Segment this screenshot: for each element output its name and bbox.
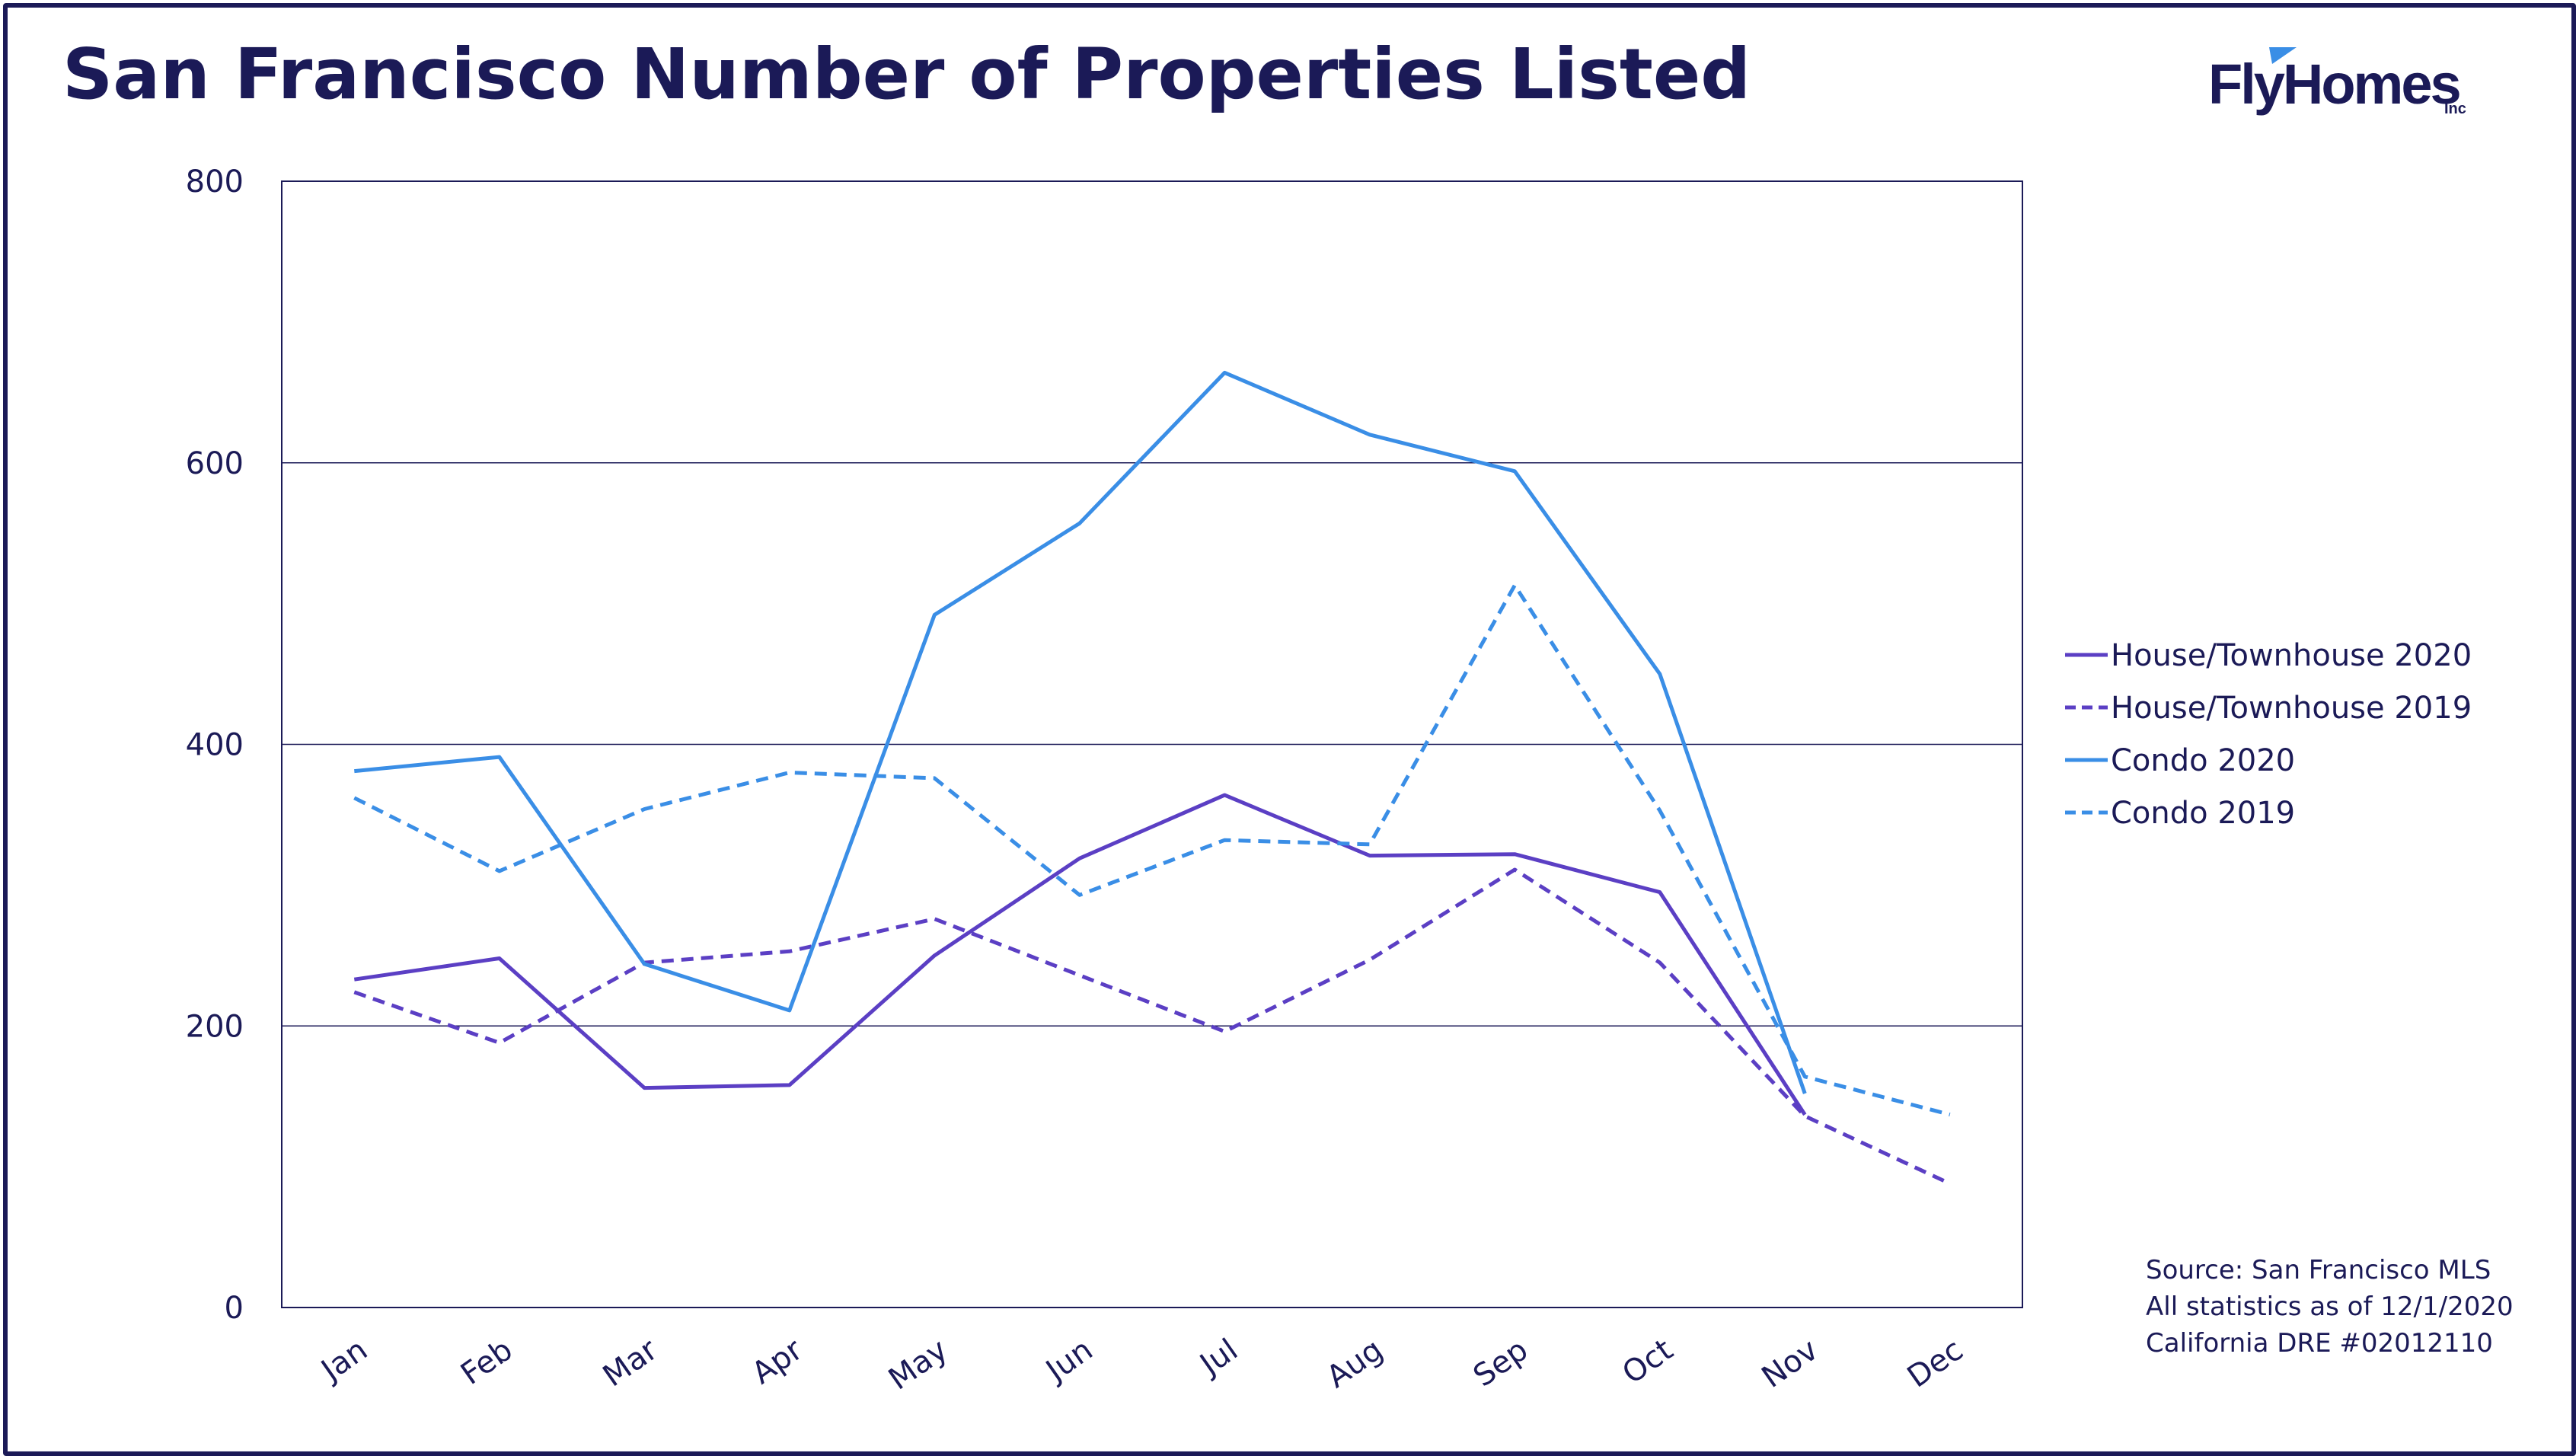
y-tick-label: 200: [186, 1009, 244, 1044]
stats-date-line: All statistics as of 12/1/2020: [2146, 1292, 2514, 1322]
x-tick-label: Jul: [1192, 1333, 1244, 1384]
legend-label: Condo 2019: [2111, 796, 2295, 831]
y-axis-ticks: 0 200 400 600 800: [186, 164, 244, 1326]
logo-flag-icon: [2269, 47, 2297, 64]
series-lines: [353, 370, 1951, 1186]
x-tick-label: Apr: [745, 1332, 809, 1391]
logo-inc: Inc: [2444, 101, 2466, 117]
y-tick-label: 400: [186, 728, 244, 763]
logo-wordmark: FlyHomes: [2208, 53, 2462, 116]
x-tick-label: Nov: [1756, 1333, 1824, 1395]
y-tick-label: 600: [186, 446, 244, 481]
series-line-0: [353, 793, 1807, 1116]
series-line-2: [354, 370, 1807, 1094]
flyhomes-logo: FlyHomes Inc: [2208, 47, 2467, 123]
legend: House/Townhouse 2020 House/Townhouse 2019…: [2065, 638, 2472, 831]
source-line: Source: San Francisco MLS: [2146, 1255, 2491, 1285]
series-line-3: [353, 583, 1951, 1117]
y-tick-label: 800: [186, 164, 244, 200]
x-tick-label: Dec: [1901, 1333, 1970, 1395]
x-tick-label: Feb: [455, 1333, 519, 1392]
chart-frame: [3, 3, 2576, 1456]
legend-label: House/Townhouse 2019: [2111, 691, 2472, 726]
legend-label: Condo 2020: [2111, 743, 2295, 778]
chart-title: San Francisco Number of Properties Liste…: [62, 34, 1751, 115]
x-tick-label: May: [883, 1333, 954, 1397]
x-tick-label: Oct: [1616, 1333, 1679, 1391]
plot-area: [281, 180, 2023, 1308]
x-tick-label: Aug: [1320, 1333, 1389, 1395]
x-tick-label: Jan: [314, 1333, 374, 1390]
grid-lines: [282, 462, 2022, 1027]
x-axis-ticks: Jan Feb Mar Apr May Jun Jul Aug Sep Oct Nov Dec: [314, 1332, 1970, 1397]
series-line-1: [353, 867, 1951, 1186]
x-tick-label: Mar: [597, 1332, 665, 1394]
legend-label: House/Townhouse 2020: [2111, 638, 2472, 673]
y-tick-label: 0: [225, 1291, 244, 1326]
x-tick-label: Jun: [1038, 1333, 1099, 1390]
x-tick-label: Sep: [1467, 1333, 1534, 1394]
license-line: California DRE #02012110: [2146, 1328, 2493, 1359]
source-note: Source: San Francisco MLS All statistics…: [2146, 1252, 2514, 1362]
